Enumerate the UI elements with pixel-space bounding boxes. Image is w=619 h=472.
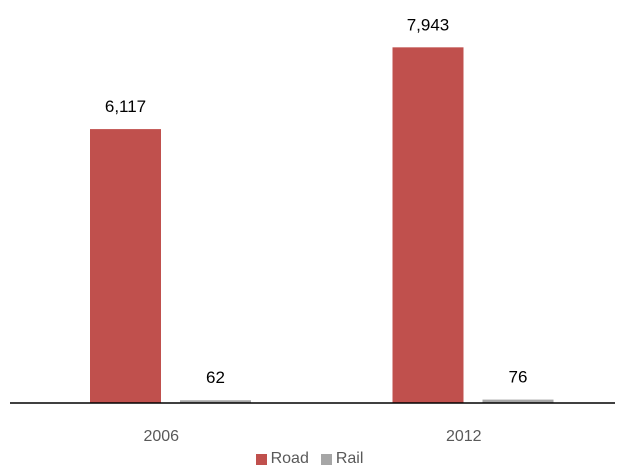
legend-swatch-rail xyxy=(320,453,332,465)
bars-group xyxy=(90,47,554,404)
x-tick-labels-group: 2006 2012 xyxy=(143,428,481,445)
data-labels-group: 6,117 62 7,943 76 xyxy=(105,15,528,387)
legend-item-rail: Rail xyxy=(320,450,364,468)
legend: Road Rail xyxy=(0,450,619,468)
data-label-rail-2006: 62 xyxy=(206,368,225,387)
bar-road-2012 xyxy=(392,47,464,404)
bar-road-2006 xyxy=(90,129,161,403)
legend-swatch-road xyxy=(255,453,267,465)
legend-item-road: Road xyxy=(255,450,309,468)
bar-rail-2012 xyxy=(482,399,554,403)
bar-rail-2006 xyxy=(180,400,251,403)
data-label-road-2012: 7,943 xyxy=(407,15,450,34)
x-tick-label-2012: 2012 xyxy=(446,428,482,445)
data-label-road-2006: 6,117 xyxy=(105,97,146,116)
legend-label-road: Road xyxy=(270,450,309,467)
x-tick-label-2006: 2006 xyxy=(143,428,179,445)
data-label-rail-2012: 76 xyxy=(509,368,528,387)
legend-label-rail: Rail xyxy=(335,450,364,467)
